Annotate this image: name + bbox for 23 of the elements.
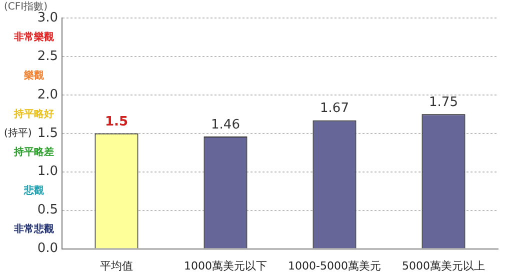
- x-tick-label: 1000-5000萬美元: [288, 259, 381, 272]
- text: 非常悲觀: [13, 223, 54, 236]
- data-label: 1.5: [104, 114, 128, 130]
- y-tick-label: 0.5: [37, 202, 58, 218]
- x-tick-label: 5000萬美元以上: [402, 259, 485, 272]
- text: 持平略差: [13, 146, 54, 158]
- data-label: 1.46: [211, 117, 240, 132]
- y-tick-label: 2.5: [37, 48, 58, 64]
- text: 持平略好: [13, 108, 54, 120]
- y-tick-label: 1.0: [37, 164, 58, 180]
- text: (持平): [4, 126, 32, 139]
- y-tick-label: 1.5: [37, 126, 58, 141]
- text: 非常樂觀: [13, 30, 54, 43]
- y-tick-label: 0.0: [37, 241, 58, 256]
- y-axis-title: (CFI指數): [4, 0, 48, 13]
- text: 樂觀: [23, 69, 44, 82]
- x-tick-label: 1000萬美元以下: [184, 259, 267, 272]
- x-tick-label: 平均值: [100, 259, 133, 272]
- text: 悲觀: [23, 184, 44, 197]
- y-tick-label: 2.0: [37, 87, 58, 102]
- y-tick-label: 3.0: [37, 10, 58, 26]
- data-label: 1.67: [320, 101, 349, 116]
- data-label: 1.75: [429, 95, 458, 110]
